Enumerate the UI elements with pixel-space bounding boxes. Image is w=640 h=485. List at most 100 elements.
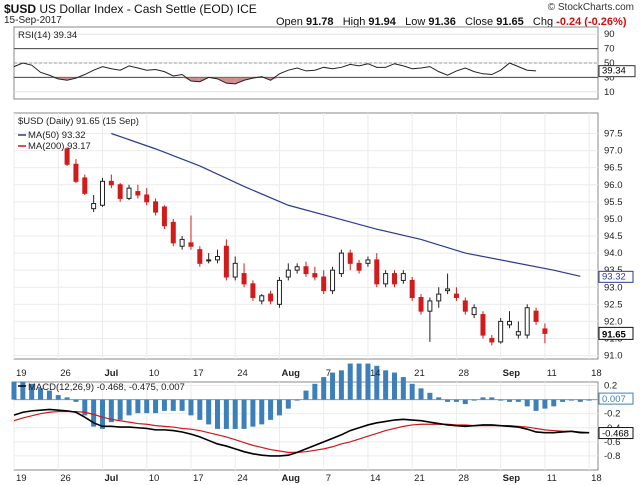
candle-down: [135, 191, 141, 196]
hist-value-tag: 0.007: [602, 394, 626, 405]
macd-panel: 0.20.0-0.2-0.4-0.6-0.80.007-0.468MACD(12…: [11, 363, 634, 471]
ma50-line: [111, 132, 581, 277]
x-tick-label-bottom: Aug: [281, 473, 300, 484]
candle-up: [206, 259, 212, 262]
macd-histogram-bar: [108, 399, 114, 423]
candle-down: [356, 262, 362, 271]
candle-down: [82, 177, 88, 194]
macd-histogram-bar: [223, 399, 229, 429]
macd-histogram-bar: [144, 399, 150, 414]
x-tick-label: 26: [60, 368, 71, 379]
macd-histogram-bar: [117, 399, 123, 420]
candle-up: [498, 320, 504, 343]
macd-tag-box: [598, 427, 634, 440]
macd-histogram-bar: [20, 381, 26, 400]
macd-histogram-bar: [480, 397, 486, 400]
candle-up: [276, 279, 282, 305]
macd-histogram-bar: [533, 399, 539, 411]
x-tick-label: 18: [591, 368, 602, 379]
macd-histogram-bar: [126, 399, 132, 416]
rsi-tick-label: 70: [604, 44, 615, 55]
candle-down: [462, 300, 468, 312]
high-label: High: [342, 16, 366, 28]
rsi-oversold-fill: [190, 77, 200, 82]
rsi-tag-box: [598, 65, 636, 78]
x-tick-label: 14: [370, 368, 381, 379]
macd-histogram-bar: [471, 399, 477, 401]
macd-histogram-bar: [418, 388, 424, 400]
candle-down: [223, 245, 229, 278]
macd-histogram-bar: [197, 399, 203, 420]
candle-up: [365, 259, 371, 264]
candle-up: [471, 307, 477, 316]
macd-histogram-bar: [276, 399, 282, 416]
candle-down: [347, 252, 353, 264]
x-tick-label-bottom: 7: [326, 473, 331, 484]
macd-histogram-bar: [489, 397, 495, 400]
x-tick-label: 11: [547, 368, 557, 379]
candle-down: [241, 273, 247, 285]
macd-histogram-bar: [445, 399, 451, 402]
candle-down: [321, 276, 327, 292]
rsi-oversold-fill: [226, 77, 236, 84]
x-tick-label: Aug: [281, 368, 300, 379]
macd-tick-label: 0.2: [604, 381, 617, 392]
price-tick-label: 95.0: [604, 214, 623, 225]
macd-histogram-bar: [268, 399, 274, 420]
macd-histogram-bar: [303, 390, 309, 400]
stockcharts-logo: © StockCharts.com: [547, 2, 634, 13]
price-tick-label: 92.0: [604, 316, 623, 327]
candle-down: [197, 249, 203, 264]
exchange: ICE: [236, 2, 257, 16]
macd-histogram-bar: [250, 399, 256, 427]
macd-histogram-bar: [498, 399, 504, 401]
macd-histogram-bar: [321, 377, 327, 400]
price-tick-label: 93.0: [604, 282, 623, 293]
x-tick-label-bottom: 18: [591, 473, 602, 484]
price-value-tag: 91.65: [602, 329, 626, 340]
instrument-name: US Dollar Index - Cash Settle (EOD): [39, 2, 234, 16]
candle-up: [400, 273, 406, 281]
x-tick-label-bottom: 26: [60, 473, 71, 484]
rsi-tick-label: 30: [604, 72, 615, 83]
price-legend: $USD (Daily) 91.65 (15 Sep): [18, 116, 139, 127]
macd-tick-label: -0.6: [604, 437, 620, 448]
price-tick-label: 91.0: [604, 351, 623, 362]
x-tick-label: 19: [16, 368, 27, 379]
candle-up: [330, 269, 336, 292]
macd-histogram-bar: [38, 388, 44, 400]
candle-down: [117, 184, 123, 199]
open-value: 91.78: [305, 16, 334, 28]
price-panel: 97.5 97.0 96.5 96.0 95.5 95.0 94.5 94.0 93.5 93.0…: [13, 112, 634, 362]
candle-down: [374, 259, 380, 285]
candle-up: [383, 273, 389, 285]
price-tick-label: 93.5: [604, 265, 623, 276]
macd-histogram-bar: [409, 383, 415, 400]
x-tick-label-bottom: 14: [370, 473, 381, 484]
macd-histogram-bar: [330, 372, 336, 400]
rsi-panel: 90 70 50 30 10 39.34 RSI(14) 39.34: [13, 26, 636, 100]
close-label: Close: [465, 16, 494, 28]
macd-histogram-bar: [170, 399, 176, 411]
ma50-legend: MA(50) 93.32: [28, 130, 86, 141]
candle-up: [436, 293, 442, 302]
x-tick-label-bottom: Sep: [503, 473, 521, 484]
candle-up: [232, 262, 238, 278]
x-tick-label-bottom: 28: [458, 473, 469, 484]
candle-down: [153, 201, 159, 213]
candle-down: [418, 297, 424, 312]
x-tick-label-bottom: 24: [237, 473, 248, 484]
candle-up: [285, 269, 291, 278]
x-axis: 19 19 26 26 Jul Jul 10 10 17 17 24 24 Aug Aug 7 7 14 14 21…: [16, 368, 602, 484]
macd-histogram-bar: [356, 363, 362, 400]
rsi-tick-label: 90: [604, 29, 615, 40]
rsi-value-tag: 39.34: [602, 66, 626, 77]
macd-histogram-bar: [338, 370, 344, 400]
macd-histogram-bar: [99, 399, 105, 429]
price-tick-label: 96.0: [604, 180, 623, 191]
macd-histogram-bar: [294, 399, 300, 401]
candle-up: [294, 266, 300, 271]
candle-up: [215, 256, 221, 261]
rsi-line: [13, 62, 537, 85]
low-value: 91.36: [428, 16, 456, 28]
